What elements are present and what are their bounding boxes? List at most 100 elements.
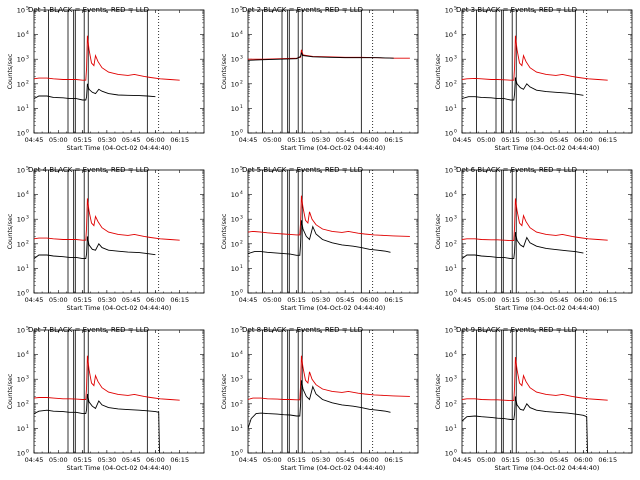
- y-tick-label: 10: [445, 450, 453, 458]
- y-tick-exponent: 3: [454, 55, 457, 61]
- y-tick-exponent: 5: [454, 6, 457, 12]
- events-series-line: [462, 396, 588, 453]
- y-tick-label: 10: [231, 327, 239, 335]
- y-tick-exponent: 4: [26, 190, 29, 196]
- y-tick-exponent: 2: [26, 79, 29, 85]
- x-tick-label: 05:15: [73, 296, 92, 304]
- x-tick-label: 05:15: [287, 136, 306, 144]
- y-axis-label: Counts/sec: [434, 373, 442, 409]
- y-tick-label: 10: [231, 191, 239, 199]
- x-tick-label: 05:45: [550, 456, 569, 464]
- y-tick-exponent: 0: [240, 129, 243, 135]
- x-tick-label: 05:45: [550, 296, 569, 304]
- y-tick-label: 10: [17, 351, 25, 359]
- y-tick-exponent: 2: [240, 239, 243, 245]
- x-tick-label: 05:15: [501, 296, 520, 304]
- lld-series-line: [462, 35, 608, 81]
- y-axis-label: Counts/sec: [434, 53, 442, 89]
- x-tick-label: 05:45: [550, 136, 569, 144]
- x-axis-label: Start Time (04-Oct-02 04:44:40): [67, 144, 172, 152]
- y-tick-label: 10: [231, 130, 239, 138]
- x-tick-label: 05:30: [311, 296, 330, 304]
- y-tick-exponent: 3: [26, 215, 29, 221]
- y-tick-exponent: 2: [454, 239, 457, 245]
- y-tick-exponent: 0: [26, 289, 29, 295]
- y-axis-label: Counts/sec: [6, 53, 14, 89]
- y-tick-label: 10: [445, 425, 453, 433]
- x-tick-label: 06:00: [360, 456, 379, 464]
- y-tick-exponent: 3: [26, 375, 29, 381]
- x-tick-label: 05:00: [477, 456, 496, 464]
- y-axis-label: Counts/sec: [220, 213, 228, 249]
- x-tick-label: 04:45: [239, 136, 258, 144]
- panel-1: Det 1 BLACK = Events, RED = LLD04:4505:0…: [6, 6, 205, 152]
- y-tick-label: 10: [17, 31, 25, 39]
- plot-frame: [247, 329, 419, 454]
- x-tick-label: 06:00: [146, 296, 165, 304]
- y-tick-exponent: 2: [26, 239, 29, 245]
- x-tick-label: 05:30: [97, 296, 116, 304]
- x-tick-label: 05:00: [263, 136, 282, 144]
- y-tick-label: 10: [17, 7, 25, 15]
- y-tick-exponent: 3: [240, 375, 243, 381]
- y-tick-label: 10: [17, 425, 25, 433]
- y-tick-exponent: 5: [240, 6, 243, 12]
- plot-frame: [33, 329, 205, 454]
- y-tick-label: 10: [445, 327, 453, 335]
- y-tick-exponent: 0: [454, 289, 457, 295]
- y-tick-exponent: 4: [454, 30, 457, 36]
- x-tick-label: 05:30: [97, 136, 116, 144]
- panel-6: Det 6 BLACK = Events, RED = LLD04:4505:0…: [434, 166, 633, 312]
- y-tick-label: 10: [17, 167, 25, 175]
- x-tick-label: 04:45: [453, 456, 472, 464]
- y-tick-exponent: 1: [454, 104, 457, 110]
- y-tick-label: 10: [231, 376, 239, 384]
- y-tick-exponent: 5: [26, 166, 29, 172]
- x-tick-label: 06:15: [598, 136, 617, 144]
- y-tick-label: 10: [231, 56, 239, 64]
- y-tick-label: 10: [445, 290, 453, 298]
- x-tick-label: 06:00: [146, 456, 165, 464]
- events-series-line: [248, 220, 391, 256]
- plot-frame: [461, 9, 633, 134]
- y-tick-label: 10: [445, 240, 453, 248]
- lld-series-line: [248, 195, 410, 237]
- y-tick-exponent: 3: [240, 215, 243, 221]
- y-tick-label: 10: [445, 265, 453, 273]
- y-tick-exponent: 3: [454, 375, 457, 381]
- x-tick-label: 05:00: [477, 136, 496, 144]
- y-tick-exponent: 4: [454, 350, 457, 356]
- x-axis-label: Start Time (04-Oct-02 04:44:40): [281, 464, 386, 472]
- y-tick-exponent: 5: [240, 326, 243, 332]
- y-tick-exponent: 4: [240, 30, 243, 36]
- x-tick-label: 04:45: [453, 136, 472, 144]
- y-tick-exponent: 1: [454, 424, 457, 430]
- plot-frame: [461, 169, 633, 294]
- x-tick-label: 05:45: [336, 136, 355, 144]
- y-tick-exponent: 0: [26, 129, 29, 135]
- y-tick-label: 10: [445, 376, 453, 384]
- y-tick-exponent: 2: [454, 79, 457, 85]
- x-tick-label: 06:00: [574, 456, 593, 464]
- y-tick-exponent: 3: [26, 55, 29, 61]
- x-tick-label: 06:15: [384, 136, 403, 144]
- x-axis-label: Start Time (04-Oct-02 04:44:40): [67, 464, 172, 472]
- y-tick-label: 10: [17, 450, 25, 458]
- y-tick-exponent: 2: [240, 79, 243, 85]
- x-tick-label: 05:00: [49, 456, 68, 464]
- y-axis-label: Counts/sec: [6, 373, 14, 409]
- y-tick-label: 10: [445, 130, 453, 138]
- x-tick-label: 05:00: [263, 456, 282, 464]
- y-tick-label: 10: [17, 290, 25, 298]
- x-tick-label: 05:00: [49, 296, 68, 304]
- y-axis-label: Counts/sec: [6, 213, 14, 249]
- events-series-line: [34, 236, 156, 260]
- y-tick-label: 10: [17, 56, 25, 64]
- y-tick-label: 10: [231, 425, 239, 433]
- lld-series-line: [462, 198, 608, 242]
- events-series-line: [34, 393, 160, 453]
- y-tick-label: 10: [17, 216, 25, 224]
- y-tick-exponent: 3: [240, 55, 243, 61]
- y-tick-label: 10: [17, 376, 25, 384]
- y-tick-label: 10: [231, 400, 239, 408]
